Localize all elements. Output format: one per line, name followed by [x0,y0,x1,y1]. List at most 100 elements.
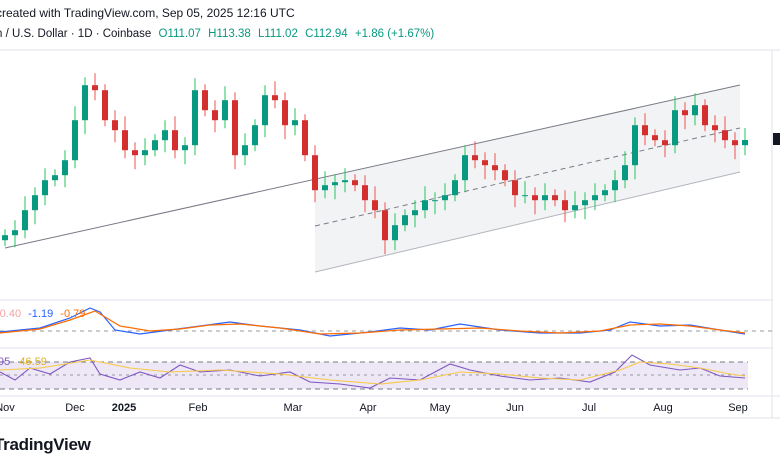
x-tick-label: 2025 [111,402,137,414]
low-value: L111.02 [257,28,298,40]
candle [652,135,658,141]
candle [392,225,398,241]
candle [12,230,18,236]
candle [72,120,78,161]
candle [672,110,678,146]
candle [642,125,648,136]
candle [282,100,288,126]
candle [722,130,728,141]
candle [442,195,448,201]
candle [192,90,198,146]
candle [62,160,68,176]
candle [152,140,158,151]
x-tick-label: Nov [0,402,15,414]
candle [602,190,608,196]
x-tick-label: Mar [283,402,303,414]
candle [112,120,118,131]
candle [162,130,168,141]
candle [262,95,268,126]
candle [2,235,8,241]
close-value: C112.94 [305,28,348,40]
candle [222,100,228,121]
high-value: H113.38 [208,28,251,40]
candle [232,100,238,156]
candle [122,130,128,151]
x-tick-label: Apr [359,402,377,414]
candle [212,110,218,121]
candle [512,180,518,196]
candle [332,182,338,186]
candle [412,210,418,216]
x-tick-label: Dec [65,402,85,414]
candle [32,195,38,211]
candle [472,155,478,161]
candle [452,180,458,196]
candle [272,95,278,101]
rsi-ma-value: 46.59 [19,356,47,368]
signal-value: -0.79 [60,308,86,320]
candle [712,125,718,131]
candle [322,185,328,191]
signal-line [0,310,746,335]
change-value: +1.86 (+1.67%) [354,28,435,40]
candle [252,125,258,146]
candle [612,180,618,191]
trendline [4,84,741,249]
candle [562,200,568,211]
rsi-value: 95 [0,356,11,368]
candle [492,165,498,171]
macd-legend: -0.40 -1.19 -0.79 [0,308,85,320]
candle [362,185,368,201]
candle [422,200,428,211]
candle [182,145,188,151]
candle [172,130,178,151]
macd-value: -1.19 [28,308,54,320]
tradingview-logo: TradingView [0,435,91,454]
candle [292,120,298,126]
candle [142,150,148,156]
candle [372,200,378,211]
candle [582,200,588,206]
channel-middle [314,127,741,227]
candle [622,165,628,181]
channel-lower [314,171,741,273]
candle [702,105,708,126]
candle [242,145,248,156]
candle [432,200,438,202]
candle [402,215,408,226]
candle [482,160,488,166]
candle [692,105,698,116]
candles [2,73,748,255]
candle [92,85,98,91]
rsi-ma-line [0,359,746,385]
candle [382,210,388,241]
candle [632,125,638,166]
candle [732,140,738,146]
x-tick-label: Feb [188,402,208,414]
candle [22,210,28,231]
credit-text: created with TradingView.com, Sep 05, 20… [0,6,295,20]
candle [132,150,138,156]
rsi-legend: 95 46.59 [0,356,47,368]
candle [102,90,108,121]
candle [542,195,548,201]
macd-hist-value: -0.40 [0,308,22,320]
candle [302,120,308,156]
candle [662,140,668,146]
candle [312,155,318,191]
x-tick-label: Jun [506,402,524,414]
candle [202,90,208,111]
candle [52,175,58,181]
candle [552,195,558,201]
candle [522,195,528,197]
candle [532,195,538,201]
x-tick-label: Sep [728,402,748,414]
rsi-line [0,354,746,389]
candle [342,180,348,183]
ohlc-legend: n / U.S. Dollar · 1D · Coinbase O111.07 … [0,28,434,40]
candle [682,110,688,116]
candle [572,205,578,211]
candle [592,195,598,201]
symbol-label[interactable]: n / U.S. Dollar · 1D · Coinbase [0,28,152,40]
